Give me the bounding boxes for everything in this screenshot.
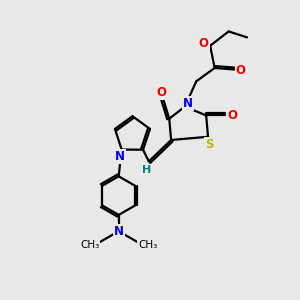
Text: S: S <box>205 138 214 151</box>
Text: CH₃: CH₃ <box>138 240 158 250</box>
Text: H: H <box>142 165 151 175</box>
Text: N: N <box>114 225 124 238</box>
Text: O: O <box>157 86 167 99</box>
Text: N: N <box>115 150 125 163</box>
Text: O: O <box>227 109 237 122</box>
Text: O: O <box>199 37 208 50</box>
Text: CH₃: CH₃ <box>80 240 99 250</box>
Text: N: N <box>183 97 193 110</box>
Text: O: O <box>236 64 245 76</box>
